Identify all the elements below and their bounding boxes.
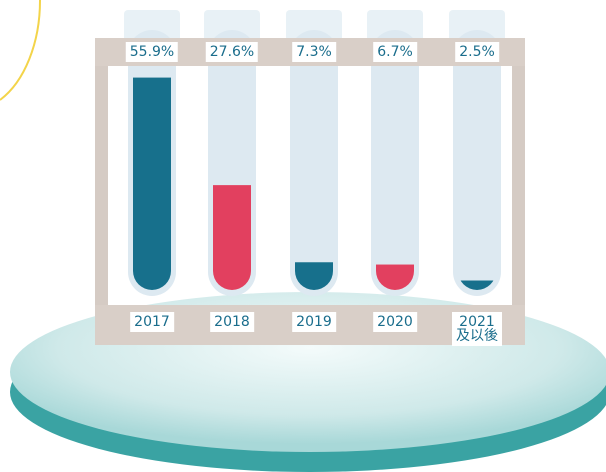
- liquid: [213, 185, 251, 290]
- tube-cap: [449, 10, 505, 42]
- category-label: 2020: [373, 312, 417, 332]
- value-label: 7.3%: [292, 42, 336, 62]
- value-label: 55.9%: [125, 42, 179, 62]
- tube-cap: [286, 10, 342, 42]
- tube: [453, 30, 501, 296]
- rack-post: [95, 38, 108, 343]
- tube-cap: [367, 10, 423, 42]
- category-label: 2021 及以後: [452, 312, 502, 346]
- category-label: 2017: [130, 312, 174, 332]
- category-label: 2018: [210, 312, 254, 332]
- tube: [290, 30, 338, 296]
- tube-cap: [204, 10, 260, 42]
- liquid: [133, 77, 171, 290]
- value-label: 6.7%: [373, 42, 417, 62]
- decor-arc: [0, 0, 42, 101]
- category-label: 2019: [292, 312, 336, 332]
- value-label: 2.5%: [455, 42, 499, 62]
- value-label: 27.6%: [205, 42, 259, 62]
- tube-cap: [124, 10, 180, 42]
- liquid: [458, 280, 496, 290]
- rack-post: [512, 38, 525, 343]
- tube: [371, 30, 419, 296]
